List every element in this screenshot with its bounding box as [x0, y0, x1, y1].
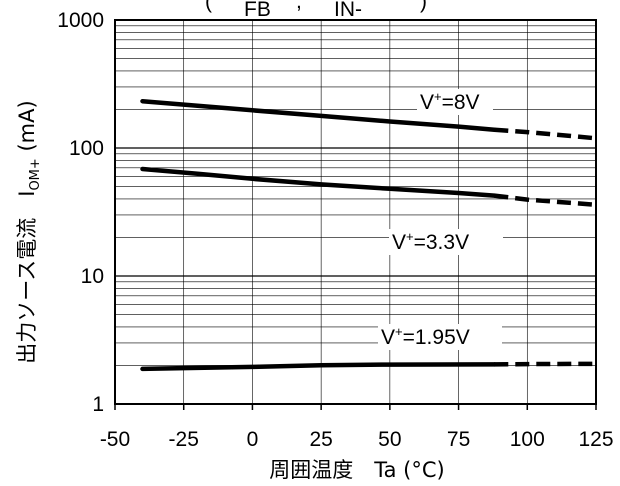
- series-label-sup: +: [406, 229, 414, 244]
- x-tick-label: 100: [510, 428, 545, 451]
- x-tick-labels: -50 -25 0 25 50 75 100 125: [100, 428, 614, 451]
- series-label-background: [378, 324, 502, 350]
- series-label-main: V: [392, 231, 406, 254]
- series-label-3: V+=1.95V: [381, 324, 470, 349]
- y-tick-label: 1000: [57, 9, 104, 32]
- x-tick-label: -25: [169, 428, 199, 451]
- plot-border: [114, 19, 597, 405]
- header-sub-fb: FB: [244, 0, 271, 21]
- y-axis-title-sub: OM+: [28, 158, 43, 190]
- y-axis-title: 出力ソース電流 IOM+ (mA): [15, 100, 43, 363]
- series-label-background: [417, 89, 493, 115]
- y-axis-title-main: 出力ソース電流 I: [15, 191, 39, 364]
- series-label-1: V+=8V: [420, 89, 480, 114]
- series-label-rest: =1.95V: [403, 326, 470, 349]
- series-label-sup: +: [395, 324, 403, 339]
- x-axis-title: 周囲温度 Ta (°C): [269, 458, 444, 482]
- y-axis-title-spacer: [15, 152, 39, 159]
- y-tick-labels: 1 10 100 1000: [57, 9, 104, 416]
- x-tick-label: 0: [247, 428, 259, 451]
- header-close-paren: ): [420, 0, 427, 13]
- series-label-main: V: [381, 326, 395, 349]
- series-label-background: [389, 229, 503, 255]
- series-line-extrapolated-1: [494, 127, 597, 141]
- chart-header-partial: ( FB , IN- ): [205, 0, 427, 21]
- series-line-1: [140, 98, 497, 132]
- series-label-2: V+=3.3V: [392, 229, 469, 254]
- y-tick-label: 100: [69, 137, 104, 160]
- series-line-3: [140, 362, 497, 372]
- series-label-rest: =3.3V: [414, 231, 469, 254]
- series-line-extrapolated-3: [494, 361, 597, 367]
- x-tick-label: 50: [378, 428, 401, 451]
- series-label-sup: +: [434, 89, 442, 104]
- y-axis-title-group: 出力ソース電流 IOM+ (mA): [15, 100, 43, 363]
- x-tick-label: 75: [447, 428, 470, 451]
- series-line-extrapolated-2: [494, 193, 597, 208]
- grid: [115, 20, 596, 404]
- y-tick-label: 1: [92, 393, 104, 416]
- x-tick-label: 125: [578, 428, 613, 451]
- header-comma: ,: [296, 0, 302, 13]
- x-tick-label: 25: [309, 428, 332, 451]
- header-open-paren: (: [205, 0, 212, 13]
- x-tick-label: -50: [100, 428, 130, 451]
- header-sub-in: IN-: [334, 0, 362, 21]
- y-tick-label: 10: [81, 265, 104, 288]
- y-axis-title-unit: (mA): [15, 100, 39, 151]
- plot-frame: [114, 19, 597, 410]
- series-line-2: [140, 166, 497, 198]
- series-lines: [140, 98, 597, 372]
- series-label-main: V: [420, 91, 434, 114]
- series-labels: V+=8VV+=3.3VV+=1.95V: [378, 89, 503, 350]
- series-label-rest: =8V: [442, 91, 480, 114]
